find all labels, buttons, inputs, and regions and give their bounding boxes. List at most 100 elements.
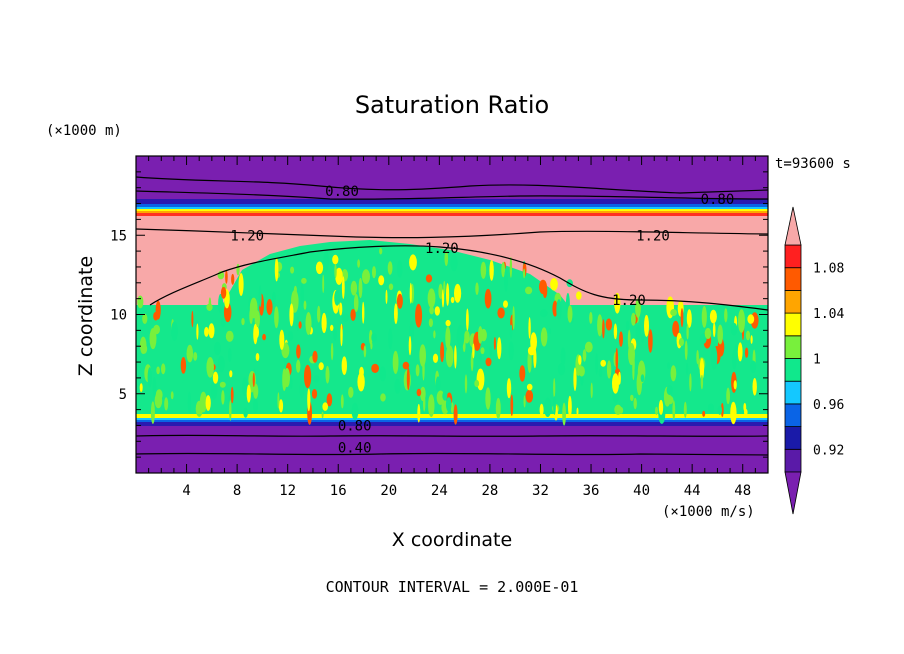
speckle	[454, 283, 462, 303]
speckle	[678, 338, 685, 347]
speckle	[220, 286, 227, 299]
speckle	[696, 350, 699, 365]
speckle	[672, 400, 676, 420]
speckle	[246, 384, 251, 403]
speckle	[208, 323, 215, 339]
contour-label: 0.40	[338, 441, 372, 457]
colorbar-tick-label: 0.96	[813, 398, 844, 413]
speckle	[394, 303, 398, 324]
speckle	[745, 330, 751, 341]
speckle	[578, 355, 582, 365]
colorbar-band	[784, 267, 802, 291]
speckle	[351, 287, 356, 295]
speckle	[724, 308, 728, 323]
speckle	[567, 305, 573, 323]
speckle	[409, 282, 412, 304]
speckle	[278, 399, 284, 413]
x-tick-label: 36	[583, 483, 600, 499]
colorbar-below-triangle	[784, 471, 802, 515]
colorbar-above-triangle	[784, 206, 802, 246]
speckle	[150, 401, 155, 424]
speckle	[287, 331, 294, 341]
speckle	[296, 316, 300, 331]
speckle	[709, 309, 717, 324]
speckle	[700, 374, 704, 390]
speckle	[562, 402, 566, 426]
colorbar-tick-label: 0.92	[813, 443, 844, 458]
speckle	[720, 403, 724, 417]
speckle	[369, 329, 373, 345]
speckle	[298, 321, 302, 329]
speckle	[450, 402, 454, 414]
speckle	[272, 291, 276, 305]
speckle	[340, 323, 343, 347]
speckle	[341, 313, 349, 322]
speckle	[445, 319, 451, 327]
speckle	[466, 308, 469, 331]
speckle	[615, 347, 619, 372]
speckle	[236, 263, 240, 276]
speckle	[595, 353, 598, 375]
speckle	[686, 309, 692, 328]
speckle	[476, 368, 485, 391]
speckle	[528, 317, 531, 339]
colorbar: 1.08 1.04 1 0.96 0.92	[784, 206, 844, 515]
speckle	[279, 329, 285, 350]
speckle	[552, 300, 558, 317]
speckle	[484, 288, 492, 309]
speckle	[525, 389, 534, 403]
speckle	[206, 357, 214, 378]
speckle	[508, 341, 514, 361]
speckle	[456, 324, 465, 349]
speckle	[397, 260, 403, 278]
speckle	[597, 314, 603, 337]
speckle	[255, 353, 260, 361]
speckle	[171, 321, 178, 341]
speckle	[333, 327, 337, 341]
speckle	[590, 382, 593, 399]
x-tick-label: 24	[431, 483, 448, 499]
speckle	[422, 357, 425, 381]
speckle	[540, 309, 548, 318]
colorbar-band	[784, 403, 802, 427]
speckle	[335, 267, 343, 285]
speckle	[578, 366, 585, 377]
speckle	[704, 327, 712, 340]
upper-band-blue	[136, 204, 768, 208]
speckle	[699, 358, 705, 380]
speckle	[717, 324, 723, 345]
speckle	[161, 363, 166, 375]
speckle	[730, 401, 737, 425]
speckle	[330, 324, 334, 331]
contour-0p40-lower	[136, 452, 768, 456]
speckle	[358, 277, 363, 299]
speckle	[379, 366, 387, 382]
speckle	[322, 402, 329, 411]
speckle	[489, 345, 493, 357]
speckle	[252, 372, 255, 387]
speckle	[296, 359, 301, 373]
speckle	[443, 280, 446, 295]
speckle	[733, 380, 737, 390]
speckle	[438, 283, 443, 299]
speckle	[501, 262, 506, 278]
speckle	[573, 367, 577, 392]
speckle	[230, 386, 234, 404]
speckle	[627, 329, 631, 349]
speckle	[396, 293, 403, 309]
speckle	[351, 402, 359, 420]
speckle	[445, 397, 452, 412]
speckle	[221, 390, 225, 405]
speckle	[752, 378, 757, 396]
speckle	[683, 401, 687, 418]
speckle	[632, 362, 635, 381]
speckle	[249, 297, 258, 319]
speckle	[152, 377, 157, 397]
speckle	[630, 394, 634, 402]
speckle	[636, 371, 642, 396]
speckle	[557, 363, 566, 376]
speckle	[689, 373, 692, 392]
speckle	[428, 318, 433, 328]
speckle	[170, 391, 174, 400]
speckle	[409, 254, 417, 271]
